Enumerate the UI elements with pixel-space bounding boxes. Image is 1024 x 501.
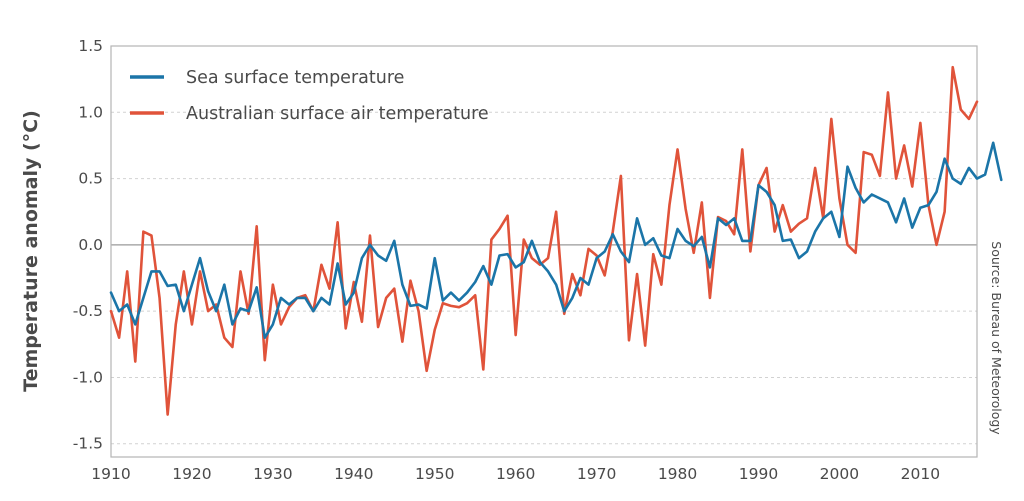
x-tick-label: 1960 <box>496 465 535 483</box>
y-tick-label: -0.5 <box>73 302 103 320</box>
x-tick-label: 1990 <box>739 465 778 483</box>
x-tick-label: 2000 <box>820 465 859 483</box>
x-tick-label: 1920 <box>172 465 211 483</box>
series-line-air-temperature <box>109 65 979 416</box>
y-tick-label: 0.0 <box>78 236 103 254</box>
x-tick-label: 1930 <box>253 465 292 483</box>
x-tick-labels: 1910 1920 1930 1940 1950 1960 1970 1980 1990 2000… <box>91 465 940 483</box>
y-tick-label: -1.0 <box>73 368 103 386</box>
series-lines <box>109 65 1003 416</box>
legend: Sea surface temperature Australian surfa… <box>130 68 489 124</box>
source-note: Source: Bureau of Meteorology <box>989 241 1004 435</box>
y-tick-label: -1.5 <box>73 435 103 453</box>
legend-label-sea-surface: Sea surface temperature <box>186 68 404 88</box>
series-line-sea-surface <box>109 141 1003 339</box>
x-tick-label: 1980 <box>658 465 697 483</box>
x-tick-label: 1940 <box>334 465 373 483</box>
y-axis-title: Temperature anomaly (°C) <box>20 110 42 392</box>
x-tick-label: 1950 <box>415 465 454 483</box>
x-tick-label: 1910 <box>91 465 130 483</box>
x-tick-label: 1970 <box>577 465 616 483</box>
y-tick-label: 1.0 <box>78 103 103 121</box>
legend-label-air-temperature: Australian surface air temperature <box>186 104 489 124</box>
y-tick-label: 1.5 <box>78 37 103 55</box>
y-tick-labels: 1.5 1.0 0.5 0.0 -0.5 -1.0 -1.5 <box>73 37 103 453</box>
y-tick-label: 0.5 <box>78 170 103 188</box>
plot-frame <box>110 45 978 458</box>
x-tick-label: 2010 <box>901 465 940 483</box>
